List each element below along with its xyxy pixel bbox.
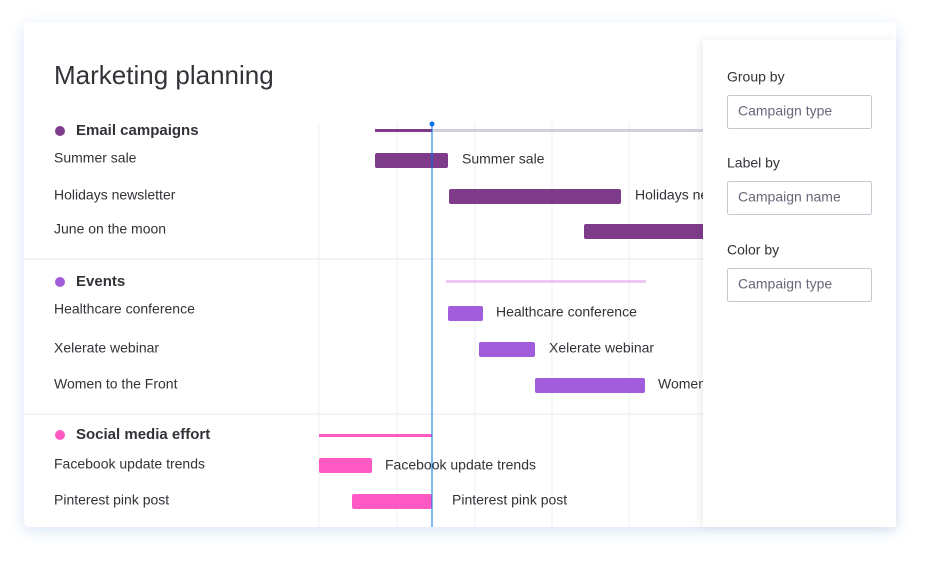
row-label: Pinterest pink post [54, 492, 169, 508]
group-name: Events [76, 273, 125, 290]
group-name: Email campaigns [76, 122, 199, 139]
group-name: Social media effort [76, 426, 210, 443]
bar[interactable] [352, 494, 432, 509]
setting-value: Campaign type [738, 276, 832, 292]
title: Marketing planning [54, 60, 274, 90]
row-label: Xelerate webinar [54, 340, 159, 356]
card [24, 22, 896, 527]
bar[interactable] [375, 153, 448, 168]
row-label: June on the moon [54, 221, 166, 237]
bar-label: Pinterest pink post [452, 492, 567, 508]
row-label: Summer sale [54, 150, 137, 166]
group-span [319, 434, 432, 437]
bar[interactable] [449, 189, 621, 204]
bar[interactable] [448, 306, 483, 321]
bar[interactable] [584, 224, 714, 239]
setting-value: Campaign type [738, 103, 832, 119]
grid [318, 123, 630, 527]
bar-label: Healthcare conference [496, 304, 637, 320]
row-label: Holidays newsletter [54, 187, 176, 203]
row-label: Facebook update trends [54, 456, 205, 472]
group-span [432, 129, 703, 132]
group-span [446, 280, 646, 283]
setting-input[interactable] [727, 95, 872, 129]
setting-input[interactable] [727, 181, 872, 215]
gantt: Email campaigns Summer sale Holidays new… [24, 121, 782, 527]
group-dot [55, 126, 65, 136]
bar-label: Summer sale [462, 151, 545, 167]
group-dot [55, 430, 65, 440]
setting-label: Label by [727, 155, 780, 171]
bar-label: Xelerate webinar [549, 340, 654, 356]
bar[interactable] [479, 342, 535, 357]
bar-label: Holidays newsletter [635, 187, 757, 203]
bar[interactable] [535, 378, 645, 393]
bar-label: Women to the Front [658, 376, 782, 392]
setting-label: Group by [727, 69, 785, 85]
bar-label: Facebook update trends [385, 457, 536, 473]
today-dot [429, 121, 435, 127]
row-label: Women to the Front [54, 376, 178, 392]
group-span [375, 129, 432, 132]
setting-label: Color by [727, 242, 779, 258]
bar[interactable] [319, 458, 372, 473]
setting-value: Campaign name [738, 189, 841, 205]
setting-input[interactable] [727, 268, 872, 302]
row-label: Healthcare conference [54, 301, 195, 317]
group-dot [55, 277, 65, 287]
